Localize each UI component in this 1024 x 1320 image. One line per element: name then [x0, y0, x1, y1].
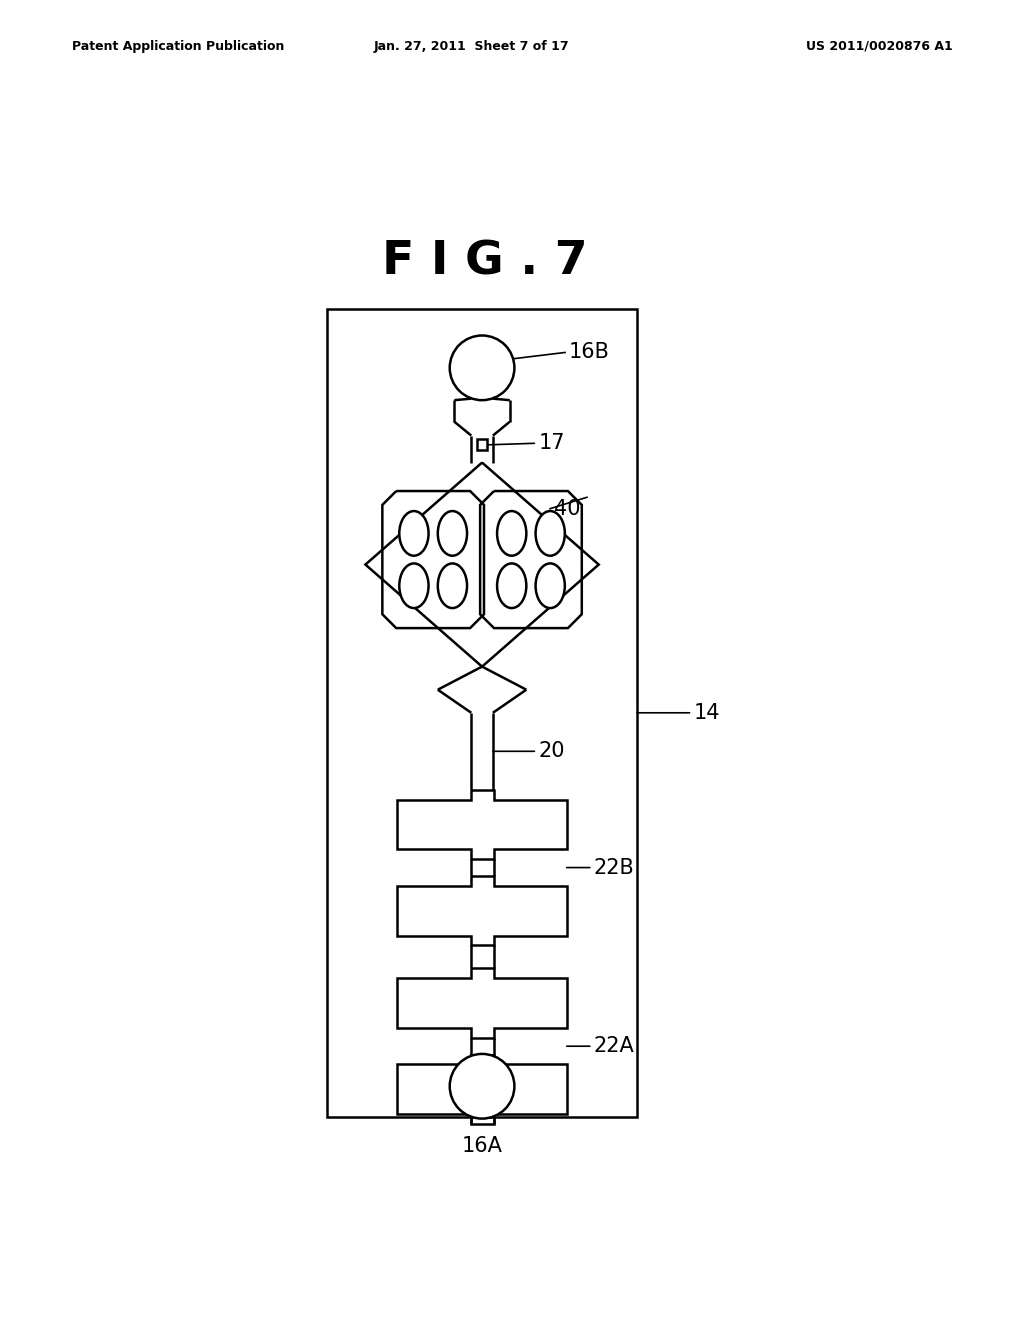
Ellipse shape	[497, 564, 526, 609]
Text: 20: 20	[539, 742, 565, 762]
Text: F I G . 7: F I G . 7	[382, 240, 588, 285]
Circle shape	[450, 1053, 514, 1118]
Text: 14: 14	[693, 702, 720, 723]
Text: 40: 40	[554, 499, 581, 519]
Circle shape	[450, 335, 514, 400]
Text: Patent Application Publication: Patent Application Publication	[72, 40, 284, 53]
Text: Jan. 27, 2011  Sheet 7 of 17: Jan. 27, 2011 Sheet 7 of 17	[373, 40, 569, 53]
Text: 22B: 22B	[594, 858, 635, 878]
Text: 22A: 22A	[594, 1036, 635, 1056]
Ellipse shape	[438, 564, 467, 609]
Bar	[477, 440, 487, 450]
Text: 17: 17	[539, 433, 565, 453]
Ellipse shape	[399, 511, 429, 556]
Text: US 2011/0020876 A1: US 2011/0020876 A1	[806, 40, 952, 53]
Ellipse shape	[438, 511, 467, 556]
Text: 16A: 16A	[462, 1135, 503, 1155]
Bar	[327, 309, 637, 1117]
Ellipse shape	[497, 511, 526, 556]
Ellipse shape	[536, 564, 565, 609]
Ellipse shape	[536, 511, 565, 556]
Ellipse shape	[399, 564, 429, 609]
Text: 16B: 16B	[569, 342, 610, 363]
